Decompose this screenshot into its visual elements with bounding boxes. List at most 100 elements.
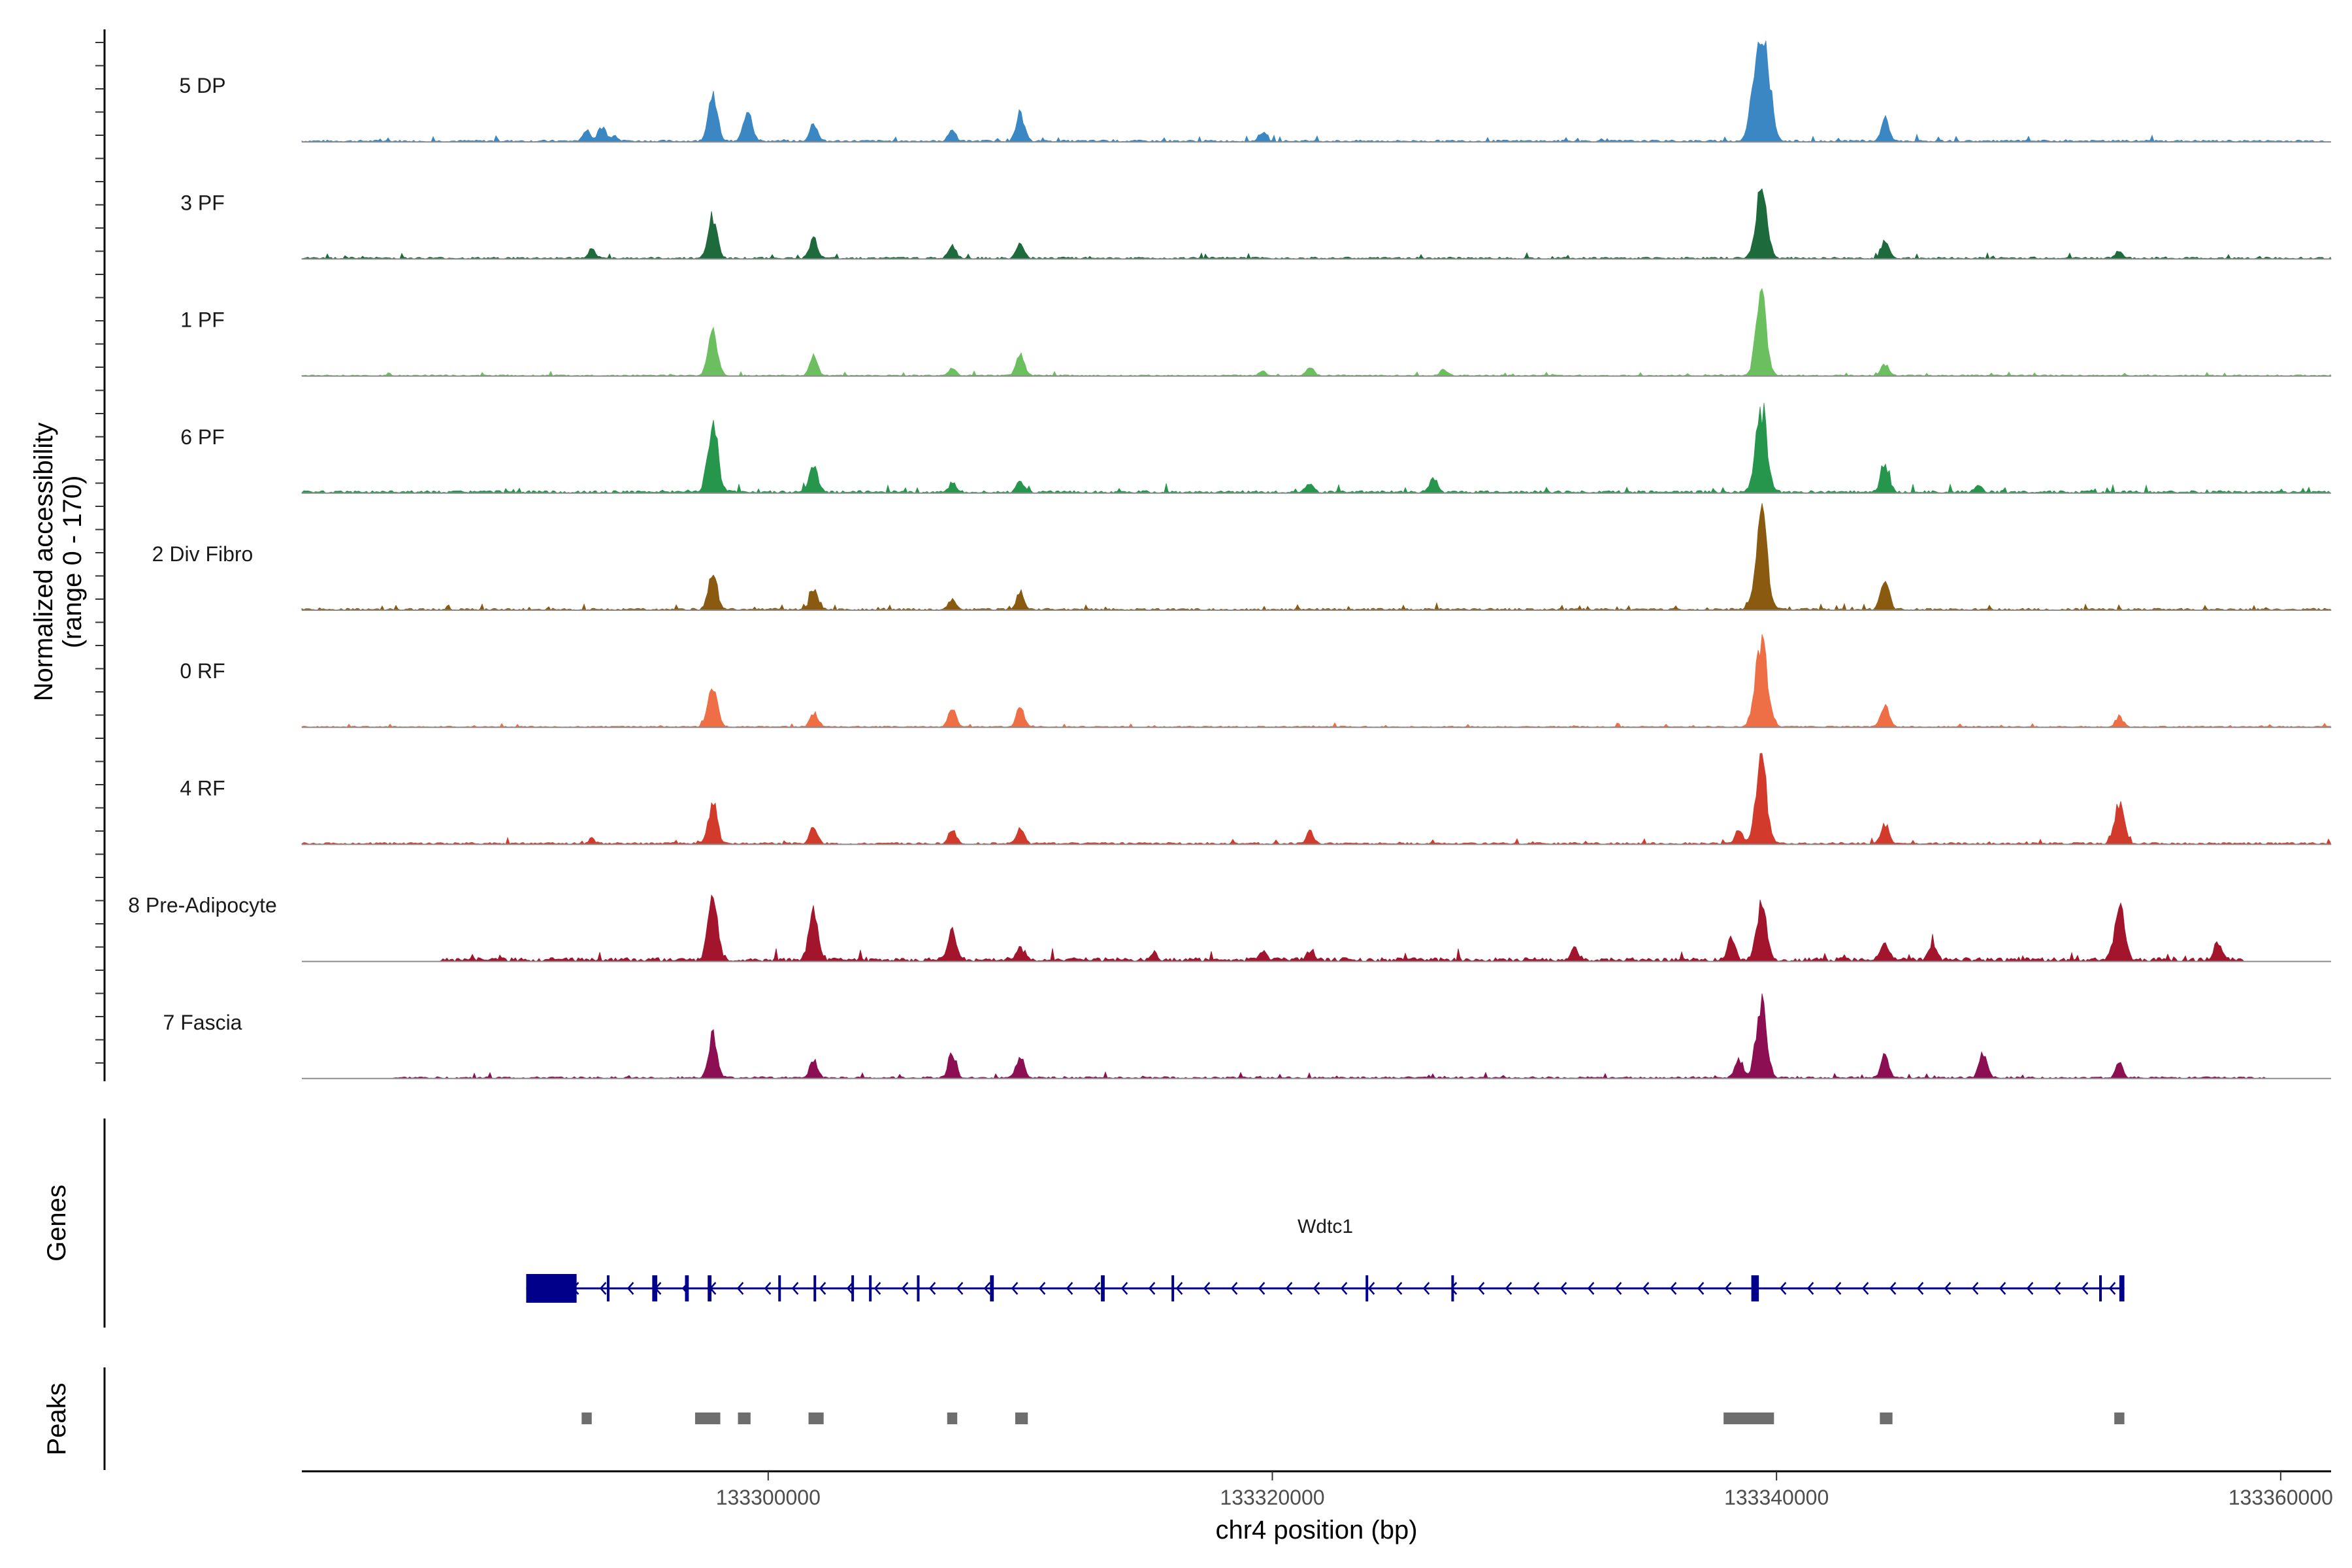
gene-exon <box>851 1275 855 1301</box>
gene-exon <box>1365 1275 1369 1301</box>
y-axis-title: Normalized accessibility(range 0 - 170) <box>29 423 87 702</box>
peaks-track-label: Peaks <box>42 1382 71 1455</box>
peak-region <box>694 1413 721 1424</box>
strand-chevron <box>1532 1282 1540 1295</box>
strand-chevron <box>1916 1282 1924 1295</box>
strand-chevron <box>1861 1282 1869 1295</box>
strand-chevron <box>901 1282 909 1295</box>
strand-chevron <box>874 1282 881 1295</box>
peak-region <box>947 1413 958 1424</box>
peak-region <box>1880 1413 1893 1424</box>
coverage-area <box>301 503 2332 611</box>
track-6-pf: 6 PF <box>180 402 2331 494</box>
track-4-rf: 4 RF <box>180 753 2332 845</box>
strand-chevron <box>1999 1282 2006 1295</box>
strand-chevron <box>1450 1282 1458 1295</box>
strand-chevron <box>1477 1282 1485 1295</box>
gene-exon <box>917 1275 920 1301</box>
track-5-dp: 5 DP <box>179 41 2332 143</box>
genes-track: Wdtc1 <box>526 1216 2125 1303</box>
track-3-pf: 3 PF <box>180 188 2332 260</box>
gene-exon <box>1751 1275 1759 1301</box>
peak-region <box>581 1413 592 1424</box>
strand-chevron <box>1422 1282 1430 1295</box>
track-label: 5 DP <box>179 74 225 97</box>
strand-chevron <box>1944 1282 1952 1295</box>
strand-chevron <box>1971 1282 1979 1295</box>
strand-chevron <box>983 1282 991 1295</box>
x-tick-label: 133340000 <box>1724 1486 1829 1509</box>
coverage-tracks: 5 DP 3 PF 1 PF 6 PF 2 Div Fibro 0 RF 4 RF 8 Pre… <box>128 41 2332 1079</box>
gene-exon <box>1451 1275 1454 1301</box>
strand-chevron <box>1834 1282 1842 1295</box>
strand-chevron <box>1779 1282 1787 1295</box>
coverage-area <box>301 402 2331 494</box>
coverage-area <box>301 753 2332 845</box>
track-label: 7 Fascia <box>163 1011 242 1034</box>
track-2-div-fibro: 2 Div Fibro <box>152 503 2332 611</box>
gene-exon <box>708 1275 711 1301</box>
gene-exon <box>526 1274 577 1303</box>
peaks-track <box>581 1413 2125 1424</box>
strand-chevron <box>1889 1282 1897 1295</box>
strand-chevron <box>1230 1282 1238 1295</box>
strand-chevron <box>2081 1282 2089 1295</box>
y-axis-ticks <box>95 42 105 1064</box>
strand-chevron <box>1614 1282 1622 1295</box>
track-label: 4 RF <box>180 776 225 800</box>
strand-chevron <box>599 1282 607 1295</box>
peak-region <box>1015 1413 1028 1424</box>
track-label: 8 Pre-Adipocyte <box>128 894 277 917</box>
strand-chevron <box>1724 1282 1732 1295</box>
strand-chevron <box>1011 1282 1019 1295</box>
strand-chevron <box>1587 1282 1595 1295</box>
strand-chevron <box>1505 1282 1512 1295</box>
strand-chevron <box>2053 1282 2061 1295</box>
coverage-area <box>302 993 2331 1079</box>
strand-chevron <box>1066 1282 1073 1295</box>
gene-exon <box>1101 1275 1105 1301</box>
gene-exon <box>2099 1275 2102 1301</box>
gene-exon <box>990 1275 994 1301</box>
gene-exon <box>869 1275 872 1301</box>
strand-chevron <box>1697 1282 1705 1295</box>
x-axis-title: chr4 position (bp) <box>1215 1516 1417 1544</box>
x-tick-label: 133360000 <box>2229 1486 2333 1509</box>
strand-chevron <box>1148 1282 1156 1295</box>
track-label: 2 Div Fibro <box>152 542 253 566</box>
strand-chevron <box>1395 1282 1403 1295</box>
x-axis-ticks: 133300000 133320000 133340000 133360000 <box>716 1471 2333 1509</box>
strand-chevron <box>1313 1282 1320 1295</box>
strand-chevron <box>736 1282 744 1295</box>
gene-exon <box>813 1275 817 1301</box>
strand-chevron <box>791 1282 799 1295</box>
strand-chevron <box>1642 1282 1650 1295</box>
x-tick-label: 133320000 <box>1220 1486 1324 1509</box>
coverage-area <box>301 41 2332 142</box>
strand-chevron <box>1340 1282 1348 1295</box>
strand-chevron <box>1175 1282 1183 1295</box>
peak-region <box>1723 1413 1774 1424</box>
gene-exon <box>2119 1275 2125 1301</box>
strand-chevron <box>2108 1282 2116 1295</box>
peak-region <box>808 1413 824 1424</box>
strand-chevron <box>2026 1282 2034 1295</box>
genes-track-label: Genes <box>42 1184 71 1262</box>
x-tick-label: 133300000 <box>716 1486 821 1509</box>
track-7-fascia: 7 Fascia <box>163 993 2331 1079</box>
coverage-area <box>301 188 2332 260</box>
coverage-area <box>301 634 2332 728</box>
strand-chevron <box>764 1282 772 1295</box>
gene-exon <box>1171 1275 1175 1301</box>
track-8-pre-adipocyte: 8 Pre-Adipocyte <box>128 894 2331 962</box>
gene-exon <box>652 1275 658 1301</box>
track-label: 1 PF <box>180 308 225 332</box>
strand-chevron <box>928 1282 936 1295</box>
track-1-pf: 1 PF <box>180 287 2332 377</box>
coverage-area <box>301 287 2332 377</box>
y-axis-title-line: (range 0 - 170) <box>58 476 87 649</box>
strand-chevron <box>1560 1282 1567 1295</box>
gene-exon <box>606 1275 610 1301</box>
track-label: 0 RF <box>180 659 225 683</box>
